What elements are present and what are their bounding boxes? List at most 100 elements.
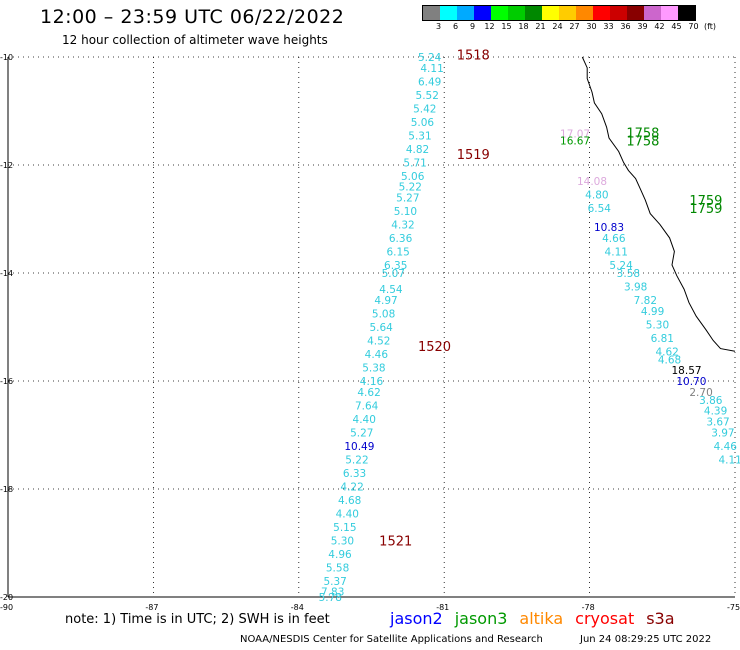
swh-value-label: 2.70 <box>689 387 712 399</box>
swh-value-label: 6.81 <box>651 333 674 345</box>
swh-value-label: 6.35 <box>384 260 407 272</box>
swh-value-label: 4.11 <box>420 63 443 75</box>
swh-value-label: 4.11 <box>605 246 628 258</box>
lon-tick-label: -90 <box>0 603 13 612</box>
legend-label: 9 <box>469 22 476 31</box>
lat-tick-label: -14 <box>0 269 13 278</box>
legend-label: 18 <box>518 22 529 31</box>
legend-swatch <box>525 6 542 20</box>
legend-label: 42 <box>654 22 665 31</box>
swh-value-label: 4.32 <box>391 219 414 231</box>
lon-tick-label: -84 <box>291 603 304 612</box>
swh-value-label: 5.37 <box>323 576 346 588</box>
legend-label: 30 <box>586 22 597 31</box>
swh-value-label: 3.67 <box>706 417 729 429</box>
legend-swatch <box>661 6 678 20</box>
swh-value-label: 5.27 <box>350 427 373 439</box>
swh-value-label: 4.40 <box>353 414 376 426</box>
legend-labels: 3 6 9 12 15 18 21 24 27 30 33 36 39 42 45 70 (ft) <box>422 21 716 33</box>
orbit-rev-label: 1521 <box>379 534 412 549</box>
swh-value-label: 3.86 <box>699 395 723 407</box>
swh-value-label: 7.82 <box>634 295 657 307</box>
swh-value-label: 6.33 <box>343 468 366 480</box>
legend-label: 6 <box>452 22 459 31</box>
legend-swatch <box>440 6 457 20</box>
orbit-rev-label: 1519 <box>457 148 490 163</box>
satellite-altika: altika <box>519 609 564 628</box>
orbit-rev-label: 1520 <box>418 340 451 355</box>
swh-value-label: 4.66 <box>602 233 626 245</box>
legend-swatch <box>508 6 525 20</box>
swh-value-label: 4.97 <box>374 295 397 307</box>
legend-label: 33 <box>603 22 614 31</box>
swh-value-label: 6.49 <box>418 76 441 88</box>
legend-swatch <box>423 6 440 20</box>
lon-tick-label: -78 <box>582 603 595 612</box>
legend-swatch <box>559 6 576 20</box>
swh-value-label: 5.30 <box>646 319 669 331</box>
legend-swatch <box>627 6 644 20</box>
swh-value-label: 5.22 <box>399 182 422 194</box>
legend-swatch <box>644 6 661 20</box>
satellite-s3a: s3a <box>646 609 675 628</box>
swh-value-label: 5.58 <box>326 562 349 574</box>
legend-swatch <box>610 6 627 20</box>
swh-value-label: 10.49 <box>344 441 374 453</box>
satellite-key: jason2 jason3 altika cryosat s3a <box>390 609 687 628</box>
swh-value-label: 4.52 <box>367 336 390 348</box>
legend-label: 12 <box>484 22 495 31</box>
swh-value-label: 5.08 <box>372 309 395 321</box>
lat-tick-label: -10 <box>0 53 13 62</box>
swh-value-label: 5.10 <box>394 206 417 218</box>
swh-value-label: 6.15 <box>386 246 409 258</box>
swh-value-label: 5.71 <box>403 157 426 169</box>
swh-value-label: 4.99 <box>641 306 664 318</box>
orbit-rev-label: 1758 <box>626 127 659 142</box>
swh-value-label: 4.39 <box>704 406 727 418</box>
legend-swatch <box>491 6 508 20</box>
legend-swatch <box>576 6 593 20</box>
legend-label: 39 <box>637 22 648 31</box>
swh-value-label: 4.68 <box>338 495 361 507</box>
swh-value-label: 3.98 <box>624 282 647 294</box>
swh-value-label: 4.96 <box>328 549 352 561</box>
swh-value-label: 5.64 <box>369 322 393 334</box>
satellite-cryosat: cryosat <box>575 609 635 628</box>
color-legend: 3 6 9 12 15 18 21 24 27 30 33 36 39 42 45 70 (ft) <box>422 5 716 33</box>
swh-value-label: 3.97 <box>711 427 734 439</box>
swh-value-label: 7.83 <box>321 587 344 599</box>
swh-value-label: 6.36 <box>389 233 413 245</box>
swh-value-label: 3.58 <box>617 268 640 280</box>
footnote: note: 1) Time is in UTC; 2) SWH is in fe… <box>65 612 330 627</box>
swh-value-label: 17.07 <box>560 129 590 141</box>
legend-swatch <box>474 6 491 20</box>
generated-timestamp: Jun 24 08:29:25 UTC 2022 <box>580 634 712 645</box>
swh-value-label: 5.06 <box>411 117 435 129</box>
legend-label: 21 <box>535 22 546 31</box>
swh-value-label: 4.80 <box>585 190 608 202</box>
lon-tick-label: -81 <box>436 603 449 612</box>
lat-tick-label: -12 <box>0 161 13 170</box>
legend-label: 15 <box>501 22 512 31</box>
satellite-jason3: jason3 <box>454 609 508 628</box>
swh-value-label: 4.16 <box>360 376 384 388</box>
swh-value-label: 16.67 <box>560 136 590 148</box>
orbit-rev-label: 1759 <box>689 202 722 217</box>
legend-swatches <box>422 5 696 21</box>
legend-label: 24 <box>552 22 563 31</box>
swh-value-label: 4.22 <box>340 481 363 493</box>
swh-value-label: 5.15 <box>333 522 356 534</box>
coastline <box>581 56 736 352</box>
legend-unit: (ft) <box>704 22 717 31</box>
swh-value-label: 4.82 <box>406 144 429 156</box>
legend-label: 70 <box>688 22 699 31</box>
legend-swatch <box>593 6 610 20</box>
legend-label: 3 <box>435 22 442 31</box>
lat-tick-label: -16 <box>0 377 13 386</box>
swh-value-label: 5.30 <box>331 535 354 547</box>
swh-value-label: 4.46 <box>365 349 389 361</box>
orbit-rev-label: 1759 <box>689 194 722 209</box>
swh-value-label: 5.52 <box>416 90 439 102</box>
page-subtitle: 12 hour collection of altimeter wave hei… <box>62 33 328 47</box>
